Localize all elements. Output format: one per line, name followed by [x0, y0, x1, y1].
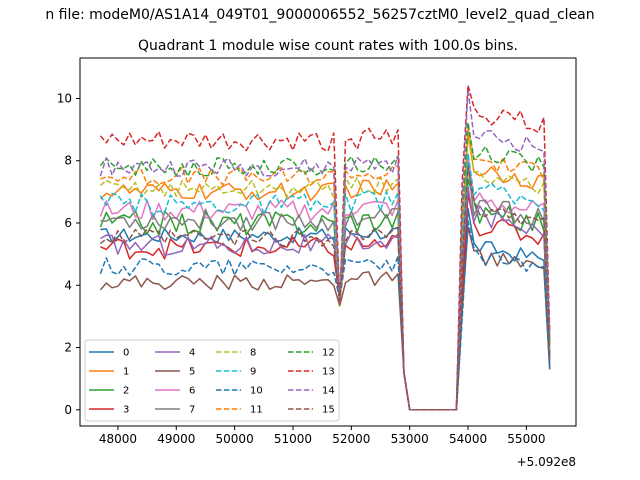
figure-suptitle: n file: modeM0/AS1A14_049T01_9000006552_…	[45, 7, 594, 23]
x-tick-label: 48000	[99, 432, 137, 446]
axes-frame	[79, 57, 577, 427]
y-tick-label: 2	[64, 341, 72, 355]
y-tick-label: 0	[64, 403, 72, 417]
legend-label-1: 1	[123, 367, 129, 378]
series-line-7	[100, 162, 551, 411]
legend-label-6: 6	[189, 386, 195, 397]
series-line-12	[99, 121, 551, 411]
legend-label-0: 0	[123, 348, 129, 359]
y-tick-label: 8	[64, 154, 72, 168]
x-tick-label: 54000	[449, 432, 487, 446]
chart-title: Quadrant 1 module wise count rates with …	[138, 38, 518, 54]
x-tick-label: 49000	[157, 432, 195, 446]
series-line-10	[99, 220, 551, 411]
x-axis: 48000 49000 50000 51000 52000 53000 54000 55000	[99, 426, 545, 446]
legend-label-10: 10	[250, 386, 263, 397]
y-tick-label: 6	[64, 216, 72, 230]
x-tick-label: 52000	[332, 432, 370, 446]
series-line-4	[100, 186, 551, 411]
legend-label-4: 4	[189, 348, 195, 359]
legend-label-9: 9	[250, 367, 256, 378]
x-tick-label: 50000	[216, 432, 254, 446]
legend-label-2: 2	[123, 386, 129, 397]
legend-box	[84, 339, 340, 422]
legend-label-14: 14	[322, 386, 335, 397]
x-tick-label: 53000	[391, 432, 429, 446]
series-line-9	[99, 152, 551, 411]
series-line-0	[100, 207, 551, 411]
y-tick-label: 10	[57, 91, 72, 105]
legend-label-8: 8	[250, 348, 256, 359]
series-line-13	[99, 84, 551, 411]
legend-label-3: 3	[123, 405, 129, 416]
x-tick-label: 51000	[274, 432, 312, 446]
series-line-8	[99, 134, 551, 411]
plot-lines	[99, 84, 551, 411]
legend-label-11: 11	[250, 405, 263, 416]
y-axis: 0 2 4 6 8 10	[57, 91, 80, 417]
series-line-14	[99, 88, 551, 411]
x-offset-label: +5.092e8	[517, 455, 576, 469]
legend-label-13: 13	[322, 367, 335, 378]
legend-label-7: 7	[189, 405, 195, 416]
legend-label-15: 15	[322, 405, 335, 416]
y-tick-label: 4	[64, 278, 72, 292]
legend-label-5: 5	[189, 367, 195, 378]
legend-label-12: 12	[322, 348, 335, 359]
series-line-5	[99, 226, 551, 411]
series-line-2	[99, 178, 551, 411]
x-tick-label: 55000	[507, 432, 545, 446]
series-line-3	[100, 192, 551, 411]
